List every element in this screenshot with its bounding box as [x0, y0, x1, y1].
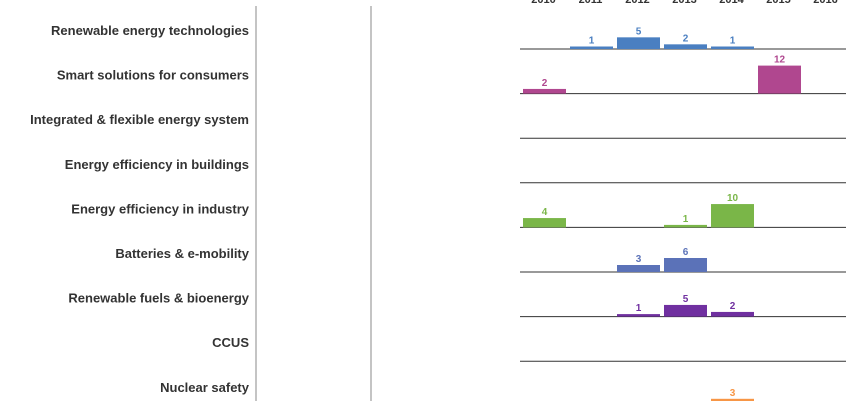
bar — [617, 314, 660, 317]
bar — [711, 398, 754, 401]
year-label-2013: 2013 — [672, 0, 696, 6]
category-label: Smart solutions for consumers — [57, 68, 249, 83]
year-label-2014: 2014 — [719, 0, 744, 6]
data-label: 5 — [683, 294, 689, 305]
bar — [617, 265, 660, 272]
bar — [711, 46, 754, 49]
category-label: CCUS — [212, 335, 249, 350]
year-label-2012: 2012 — [625, 0, 649, 6]
data-label: 5 — [636, 26, 642, 37]
data-label: 2 — [730, 301, 736, 312]
bar — [758, 65, 801, 94]
category-label: Renewable energy technologies — [51, 23, 249, 38]
row-5: Batteries & e-mobility 3 6 — [115, 246, 846, 273]
bar — [664, 258, 707, 272]
bar — [711, 311, 754, 317]
year-axis: 2010 2011 2012 2013 2014 2015 2016 — [531, 0, 837, 6]
row-7: CCUS — [212, 335, 846, 362]
category-label: Integrated & flexible energy system — [30, 112, 249, 127]
year-label-2016: 2016 — [813, 0, 837, 6]
row-3: Energy efficiency in buildings — [65, 157, 846, 184]
data-label: 4 — [542, 207, 548, 218]
category-label: Renewable fuels & bioenergy — [68, 291, 249, 306]
data-label: 2 — [683, 33, 689, 44]
bar — [617, 37, 660, 49]
data-label: 12 — [774, 55, 786, 66]
row-1: Smart solutions for consumers 2 12 — [57, 55, 846, 95]
category-label: Energy efficiency in buildings — [65, 157, 249, 172]
bar — [523, 88, 566, 94]
bar — [570, 46, 613, 49]
data-label: 1 — [683, 214, 689, 225]
chart-rows: Renewable energy technologies 1 5 2 1 Smart s… — [30, 23, 846, 401]
data-label: 3 — [730, 388, 736, 399]
row-8: Nuclear safety 3 — [160, 380, 754, 401]
row-0: Renewable energy technologies 1 5 2 1 — [51, 23, 846, 50]
bar — [664, 44, 707, 49]
bar — [711, 204, 754, 228]
bar — [523, 218, 566, 228]
bar — [664, 304, 707, 317]
data-label: 1 — [636, 303, 642, 314]
data-label: 10 — [727, 193, 739, 204]
data-label: 1 — [730, 36, 736, 47]
bar — [664, 224, 707, 228]
data-label: 2 — [542, 78, 548, 89]
data-label: 1 — [589, 36, 595, 47]
data-label: 3 — [636, 254, 642, 265]
row-2: Integrated & flexible energy system — [30, 112, 846, 139]
row-4: Energy efficiency in industry 4 1 10 — [71, 193, 846, 228]
year-label-2015: 2015 — [766, 0, 790, 6]
category-label: Nuclear safety — [160, 380, 250, 395]
data-label: 6 — [683, 247, 689, 258]
category-label: Batteries & e-mobility — [115, 246, 249, 261]
row-6: Renewable fuels & bioenergy 1 5 2 — [68, 291, 846, 318]
year-label-2010: 2010 — [531, 0, 555, 6]
category-label: Energy efficiency in industry — [71, 201, 249, 216]
year-label-2011: 2011 — [579, 0, 603, 6]
